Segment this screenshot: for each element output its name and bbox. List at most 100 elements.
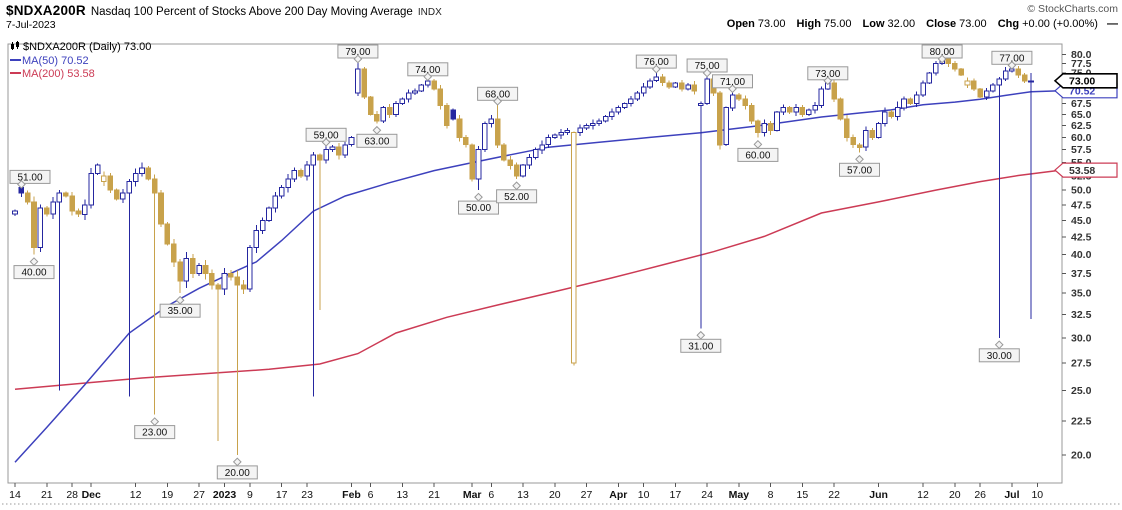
symbol-label: $NDXA200R <box>6 3 86 18</box>
svg-text:77.00: 77.00 <box>999 53 1024 64</box>
open-label: Open <box>726 18 755 30</box>
svg-text:8: 8 <box>768 489 774 501</box>
high-value: 75.00 <box>823 18 852 30</box>
svg-text:63.00: 63.00 <box>364 136 389 147</box>
chart-legend: $NDXA200R (Daily) 73.00 MA(50) 70.52 MA(… <box>10 41 151 81</box>
svg-text:May: May <box>729 489 750 501</box>
svg-text:42.5: 42.5 <box>1071 232 1092 244</box>
close-label: Close <box>926 18 957 30</box>
legend-ma50-label: MA(50) 70.52 <box>22 55 89 67</box>
chg-value: +0.00 (+0.00%) <box>1022 18 1098 30</box>
chart-date: 7-Jul-2023 <box>6 19 56 31</box>
svg-text:17: 17 <box>276 489 288 501</box>
svg-text:14: 14 <box>9 489 21 501</box>
svg-text:27: 27 <box>193 489 205 501</box>
svg-text:Dec: Dec <box>82 489 101 501</box>
candlestick-series <box>12 54 1034 455</box>
svg-text:21: 21 <box>428 489 440 501</box>
svg-text:12: 12 <box>917 489 929 501</box>
svg-text:75.00: 75.00 <box>695 61 720 72</box>
svg-text:67.5: 67.5 <box>1071 98 1092 110</box>
svg-text:50.0: 50.0 <box>1071 185 1092 197</box>
svg-text:40.0: 40.0 <box>1071 249 1092 261</box>
svg-text:24: 24 <box>701 489 713 501</box>
svg-text:31.00: 31.00 <box>688 341 713 352</box>
ohlc-readout: Open 73.00 High 75.00 Low 32.00 Close 73.00 … <box>719 18 1118 30</box>
chg-label: Chg <box>997 18 1020 30</box>
svg-text:51.00: 51.00 <box>17 172 42 183</box>
svg-text:20.00: 20.00 <box>225 468 250 479</box>
close-value: 73.00 <box>959 18 987 30</box>
svg-text:13: 13 <box>517 489 529 501</box>
menu-dash-icon: — <box>1107 18 1118 30</box>
open-value: 73.00 <box>757 18 786 30</box>
svg-text:71.00: 71.00 <box>720 77 745 88</box>
svg-text:68.00: 68.00 <box>485 89 510 100</box>
low-value: 32.00 <box>887 18 916 30</box>
svg-text:73.00: 73.00 <box>1069 76 1095 88</box>
svg-text:20: 20 <box>949 489 961 501</box>
price-labels: 51.00 40.00 23.00 35.00 20.00 59.00 79.00 63.00… <box>9 44 1033 480</box>
svg-text:Apr: Apr <box>609 489 627 501</box>
svg-text:23: 23 <box>301 489 313 501</box>
svg-text:Feb: Feb <box>342 489 361 501</box>
svg-text:19: 19 <box>162 489 174 501</box>
quote-row: 7-Jul-2023 Open 73.00 High 75.00 Low 32.00 … <box>6 18 1118 32</box>
svg-text:15: 15 <box>797 489 809 501</box>
svg-text:17: 17 <box>670 489 682 501</box>
svg-text:79.00: 79.00 <box>345 47 370 58</box>
svg-text:32.5: 32.5 <box>1071 309 1092 321</box>
svg-text:60.00: 60.00 <box>745 150 770 161</box>
ma50-line <box>14 90 1062 463</box>
low-label: Low <box>862 18 885 30</box>
ma200-line <box>14 169 1062 391</box>
svg-text:Jun: Jun <box>869 489 888 501</box>
high-label: High <box>796 18 821 30</box>
svg-text:9: 9 <box>247 489 253 501</box>
svg-text:40.00: 40.00 <box>21 268 46 279</box>
svg-text:57.00: 57.00 <box>847 165 872 176</box>
svg-text:28: 28 <box>66 489 78 501</box>
exchange-label: INDX <box>417 7 442 18</box>
svg-text:25.0: 25.0 <box>1071 385 1092 397</box>
svg-text:26: 26 <box>974 489 986 501</box>
svg-text:6: 6 <box>488 489 494 501</box>
legend-ma200: MA(200) 53.58 <box>10 68 151 81</box>
svg-text:13: 13 <box>396 489 408 501</box>
x-axis: 14 21 28 Dec 12 19 27 2023 9 17 23 Feb 6 13 21 Mar 6 13 20… <box>2 483 1120 505</box>
copyright-label: © StockCharts.com <box>1027 3 1118 15</box>
svg-text:20.0: 20.0 <box>1071 449 1092 461</box>
svg-text:Jul: Jul <box>1004 489 1019 501</box>
svg-text:27: 27 <box>581 489 593 501</box>
legend-ma200-label: MA(200) 53.58 <box>22 68 95 80</box>
legend-main: $NDXA200R (Daily) 73.00 <box>10 41 151 55</box>
svg-text:10: 10 <box>1031 489 1043 501</box>
legend-ma50: MA(50) 70.52 <box>10 55 151 68</box>
svg-text:74.00: 74.00 <box>415 65 440 76</box>
svg-text:45.0: 45.0 <box>1071 215 1092 227</box>
ma50-swatch-icon <box>10 59 21 61</box>
y-axis: 20.0 22.5 25.0 27.5 30.0 32.5 35.0 37.5 40.0 42.5… <box>1062 49 1092 461</box>
svg-text:12: 12 <box>130 489 142 501</box>
svg-text:59.00: 59.00 <box>314 130 339 141</box>
svg-text:23.00: 23.00 <box>142 428 167 439</box>
svg-text:53.58: 53.58 <box>1069 165 1095 177</box>
svg-text:22.5: 22.5 <box>1071 415 1092 427</box>
svg-text:35.00: 35.00 <box>168 306 193 317</box>
chart-title: Nasdaq 100 Percent of Stocks Above 200 D… <box>90 6 413 18</box>
svg-text:35.0: 35.0 <box>1071 288 1092 300</box>
svg-text:62.5: 62.5 <box>1071 120 1092 132</box>
svg-text:57.5: 57.5 <box>1071 144 1092 156</box>
svg-text:21: 21 <box>41 489 53 501</box>
svg-text:60.0: 60.0 <box>1071 132 1092 144</box>
candlestick-chart-icon <box>10 41 20 55</box>
svg-text:20: 20 <box>549 489 561 501</box>
legend-main-label: $NDXA200R (Daily) 73.00 <box>23 41 152 53</box>
svg-text:47.5: 47.5 <box>1071 200 1092 212</box>
chart-header: $NDXA200R Nasdaq 100 Percent of Stocks Ab… <box>6 2 1118 18</box>
svg-text:37.5: 37.5 <box>1071 268 1092 280</box>
svg-text:22: 22 <box>828 489 840 501</box>
